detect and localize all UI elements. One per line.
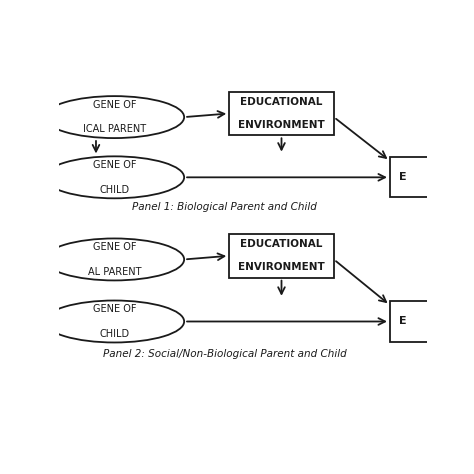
Ellipse shape: [45, 96, 184, 138]
Bar: [390, 157, 445, 197]
Bar: [390, 301, 445, 342]
Ellipse shape: [45, 238, 184, 281]
Text: Panel 2: Social/Non-Biological Parent and Child: Panel 2: Social/Non-Biological Parent an…: [103, 349, 346, 359]
Text: ENVIRONMENT: ENVIRONMENT: [238, 263, 325, 273]
Text: GENE OF: GENE OF: [92, 304, 136, 314]
Text: GENE OF: GENE OF: [92, 100, 136, 110]
Text: EDUCATIONAL: EDUCATIONAL: [240, 97, 323, 107]
Text: AL PARENT: AL PARENT: [88, 267, 141, 277]
Text: GENE OF: GENE OF: [92, 242, 136, 252]
Ellipse shape: [45, 156, 184, 198]
Bar: [229, 234, 334, 278]
Text: Panel 1: Biological Parent and Child: Panel 1: Biological Parent and Child: [132, 201, 317, 211]
Text: E: E: [399, 173, 407, 182]
Text: GENE OF: GENE OF: [92, 160, 136, 170]
Bar: [229, 91, 334, 136]
Text: E: E: [399, 317, 407, 327]
Text: ENVIRONMENT: ENVIRONMENT: [238, 120, 325, 130]
Ellipse shape: [45, 301, 184, 343]
Text: ICAL PARENT: ICAL PARENT: [83, 124, 146, 135]
Text: CHILD: CHILD: [99, 185, 129, 195]
Text: CHILD: CHILD: [99, 329, 129, 339]
Text: EDUCATIONAL: EDUCATIONAL: [240, 239, 323, 249]
